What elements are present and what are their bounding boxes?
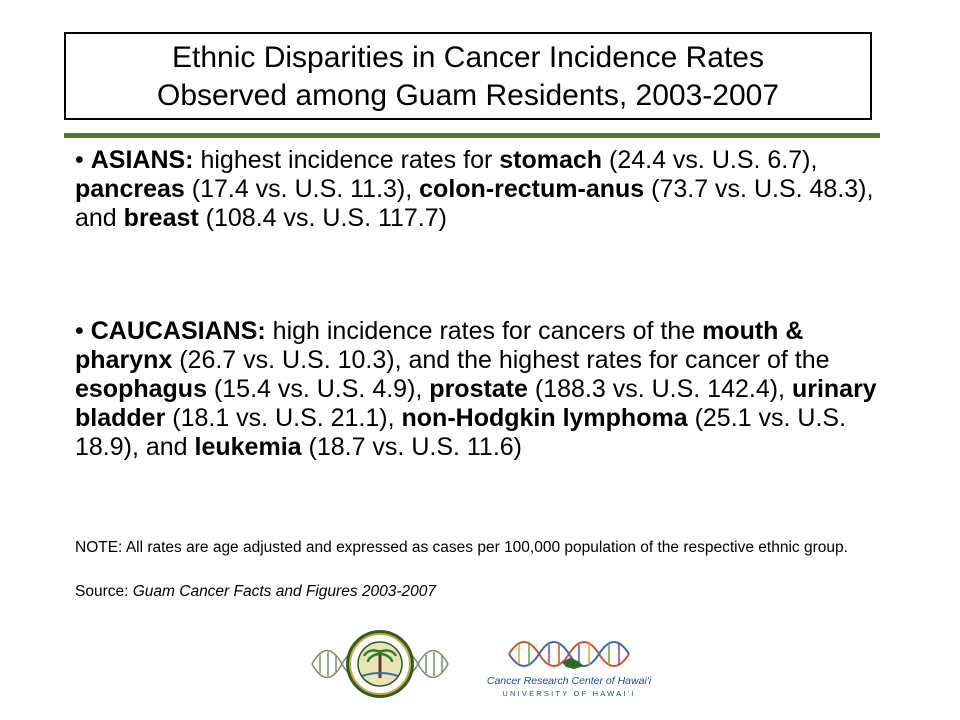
- source-citation: Source: Guam Cancer Facts and Figures 20…: [75, 583, 885, 600]
- title-divider: [64, 133, 880, 138]
- bullet-marker: •: [75, 317, 84, 345]
- bullet-asians: • ASIANS: highest incidence rates for st…: [75, 146, 885, 233]
- bullet-caucasians: • CAUCASIANS: high incidence rates for c…: [75, 317, 885, 462]
- bullet-text: (26.7 vs. U.S. 10.3), and the highest ra…: [172, 346, 830, 374]
- slide-title: Ethnic Disparities in Cancer Incidence R…: [64, 32, 872, 120]
- cancer-site-pancreas: pancreas: [75, 175, 185, 203]
- bullet-text: highest incidence rates for: [193, 146, 500, 174]
- cancer-site-esophagus: esophagus: [75, 375, 207, 403]
- bullet-text: (18.7 vs. U.S. 11.6): [301, 433, 523, 461]
- bullet-marker: •: [75, 146, 84, 174]
- bullet-text: high incidence rates for cancers of the: [265, 317, 703, 345]
- bullet-text: (15.4 vs. U.S. 4.9),: [206, 375, 430, 403]
- bullet-text: (25.1 vs. U.S. 18.9), and: [75, 404, 847, 461]
- bullet-label-asians: ASIANS:: [90, 146, 194, 174]
- cancer-site-urinary-bladder: urinary bladder: [75, 375, 877, 432]
- crc-university: UNIVERSITY OF HAWAI'I: [502, 689, 636, 698]
- bullet-text: (17.4 vs. U.S. 11.3),: [184, 175, 420, 203]
- source-title: Guam Cancer Facts and Figures 2003-2007: [132, 583, 437, 600]
- title-line-2: Observed among Guam Residents, 2003-2007: [156, 79, 780, 112]
- rates-note: NOTE: All rates are age adjusted and exp…: [75, 539, 848, 556]
- dna-helix-icon: [311, 630, 449, 698]
- bullet-text: (188.3 vs. U.S. 142.4),: [527, 375, 792, 403]
- university-of-hawaii-logo: [310, 628, 450, 700]
- dna-helix-icon: [508, 641, 630, 669]
- cancer-site-colon-rectum-anus: colon-rectum-anus: [419, 175, 645, 203]
- bullet-text: (18.1 vs. U.S. 21.1),: [165, 404, 402, 432]
- cancer-site-mouth-pharynx: mouth & pharynx: [75, 317, 804, 374]
- bullet-text: (108.4 vs. U.S. 117.7): [198, 204, 447, 232]
- crc-name: Cancer Research Center of Hawai'i: [486, 675, 652, 687]
- source-label: Source:: [75, 583, 133, 600]
- cancer-site-leukemia: leukemia: [194, 433, 302, 461]
- title-line-1: Ethnic Disparities in Cancer Incidence R…: [172, 41, 764, 74]
- cancer-site-breast: breast: [123, 204, 199, 232]
- cancer-site-non-hodgkin-lymphoma: non-Hodgkin lymphoma: [401, 404, 688, 432]
- cancer-site-stomach: stomach: [499, 146, 603, 174]
- cancer-research-center-logo: Cancer Research Center of Hawai'i UNIVER…: [474, 632, 664, 702]
- bullet-text: (24.4 vs. U.S. 6.7),: [602, 146, 818, 174]
- university-of-hawaii-seal-icon: [346, 630, 414, 698]
- bullet-text: (73.7 vs. U.S. 48.3), and: [75, 175, 874, 232]
- cancer-site-prostate: prostate: [429, 375, 528, 403]
- bullet-label-caucasians: CAUCASIANS:: [90, 317, 266, 345]
